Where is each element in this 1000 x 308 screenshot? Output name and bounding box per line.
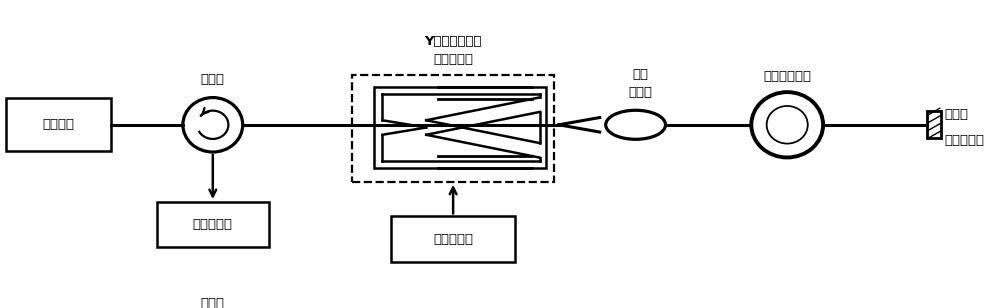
Text: 法拉第: 法拉第 <box>945 108 969 121</box>
FancyBboxPatch shape <box>6 99 111 151</box>
Text: 信号发生器: 信号发生器 <box>433 233 473 245</box>
FancyBboxPatch shape <box>391 217 515 262</box>
FancyBboxPatch shape <box>374 87 546 168</box>
Text: 分束器: 分束器 <box>629 86 653 99</box>
Circle shape <box>768 107 806 142</box>
FancyBboxPatch shape <box>170 282 255 308</box>
Text: 保偶延迟光纤: 保偶延迟光纤 <box>763 70 811 83</box>
Text: Y波导集成光学: Y波导集成光学 <box>424 35 482 48</box>
Text: 旋光反射镜: 旋光反射镜 <box>945 134 985 147</box>
Text: 相位调制器: 相位调制器 <box>433 53 473 66</box>
Text: 宿谱光源: 宿谱光源 <box>43 118 75 131</box>
Text: 示波器: 示波器 <box>201 297 225 308</box>
FancyBboxPatch shape <box>352 75 554 182</box>
Text: 环形器: 环形器 <box>201 73 225 86</box>
FancyBboxPatch shape <box>927 111 941 138</box>
FancyBboxPatch shape <box>157 202 269 247</box>
Text: 偏振: 偏振 <box>633 68 649 81</box>
Text: 光电探测器: 光电探测器 <box>193 218 233 231</box>
